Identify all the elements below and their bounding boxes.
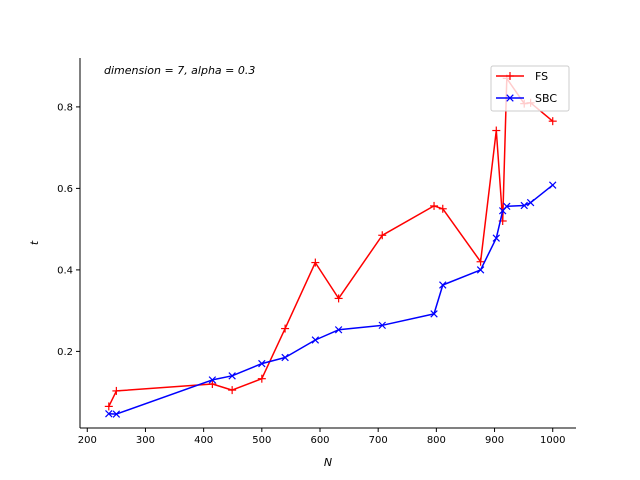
x-tick-label: 700 <box>369 435 388 446</box>
data-point-fs <box>430 201 439 210</box>
data-point-sbc <box>549 181 557 189</box>
plot-marks <box>104 74 557 418</box>
data-point-sbc <box>112 410 121 418</box>
data-point-sbc <box>311 336 320 344</box>
data-point-fs <box>281 324 290 333</box>
data-point-fs <box>257 374 266 383</box>
x-tick-label: 400 <box>194 435 213 446</box>
legend: FS SBC <box>490 65 570 112</box>
data-point-sbc <box>503 202 511 211</box>
legend-marker-fs <box>506 72 514 80</box>
legend-frame <box>490 65 570 112</box>
y-tick-label: 0.2 <box>57 347 73 358</box>
data-point-sbc <box>430 310 438 318</box>
legend-label-fs: FS <box>535 70 548 83</box>
data-point-fs <box>476 257 485 266</box>
y-tick-label: 0.8 <box>57 102 73 113</box>
data-point-sbc <box>520 201 528 210</box>
data-point-sbc <box>439 281 447 289</box>
data-point-fs <box>112 386 121 395</box>
data-point-fs <box>334 294 343 303</box>
data-point-sbc <box>476 266 485 274</box>
y-tick-label: 0.6 <box>57 184 73 195</box>
x-tick-label: 500 <box>252 435 271 446</box>
y-axis-ticks: 0.2 0.4 0.6 0.8 <box>57 102 80 358</box>
y-tick-label: 0.4 <box>57 265 73 276</box>
data-point-fs <box>104 402 113 411</box>
data-point-sbc <box>281 353 289 362</box>
data-point-sbc <box>258 359 266 368</box>
legend-entries: FS SBC <box>496 70 557 105</box>
legend-label-sbc: SBC <box>535 92 557 105</box>
x-tick-label: 300 <box>136 435 155 446</box>
series-line-fs <box>108 77 554 407</box>
data-point-fs <box>311 258 320 267</box>
x-tick-label: 600 <box>310 435 329 446</box>
series-fs <box>104 74 557 411</box>
x-axis-ticks: 200 300 400 500 600 700 800 900 1000 <box>78 428 565 446</box>
legend-item-fs: FS <box>496 70 548 83</box>
data-point-sbc <box>492 234 501 242</box>
chart-annotation: dimension = 7, alpha = 0.3 <box>104 64 255 77</box>
data-point-sbc <box>228 372 236 380</box>
series-line-sbc <box>108 184 554 415</box>
data-point-fs <box>492 126 501 135</box>
data-point-sbc <box>105 410 113 418</box>
data-point-fs <box>548 117 557 126</box>
x-tick-label: 800 <box>427 435 446 446</box>
legend-item-sbc: SBC <box>496 92 557 105</box>
data-point-sbc <box>334 326 343 334</box>
data-point-fs <box>438 204 447 213</box>
x-tick-label: 900 <box>485 435 504 446</box>
data-point-sbc <box>378 321 386 330</box>
x-axis-label: N <box>324 456 332 469</box>
legend-marker-sbc <box>506 94 514 102</box>
data-point-fs <box>378 231 387 240</box>
y-axis-label: t <box>28 240 41 245</box>
data-point-fs <box>228 386 237 395</box>
data-point-fs <box>208 379 217 388</box>
data-point-sbc <box>208 376 217 384</box>
x-tick-label: 200 <box>78 435 97 446</box>
data-point-sbc <box>526 198 535 207</box>
x-tick-label: 1000 <box>540 435 565 446</box>
series-sbc <box>105 181 557 418</box>
